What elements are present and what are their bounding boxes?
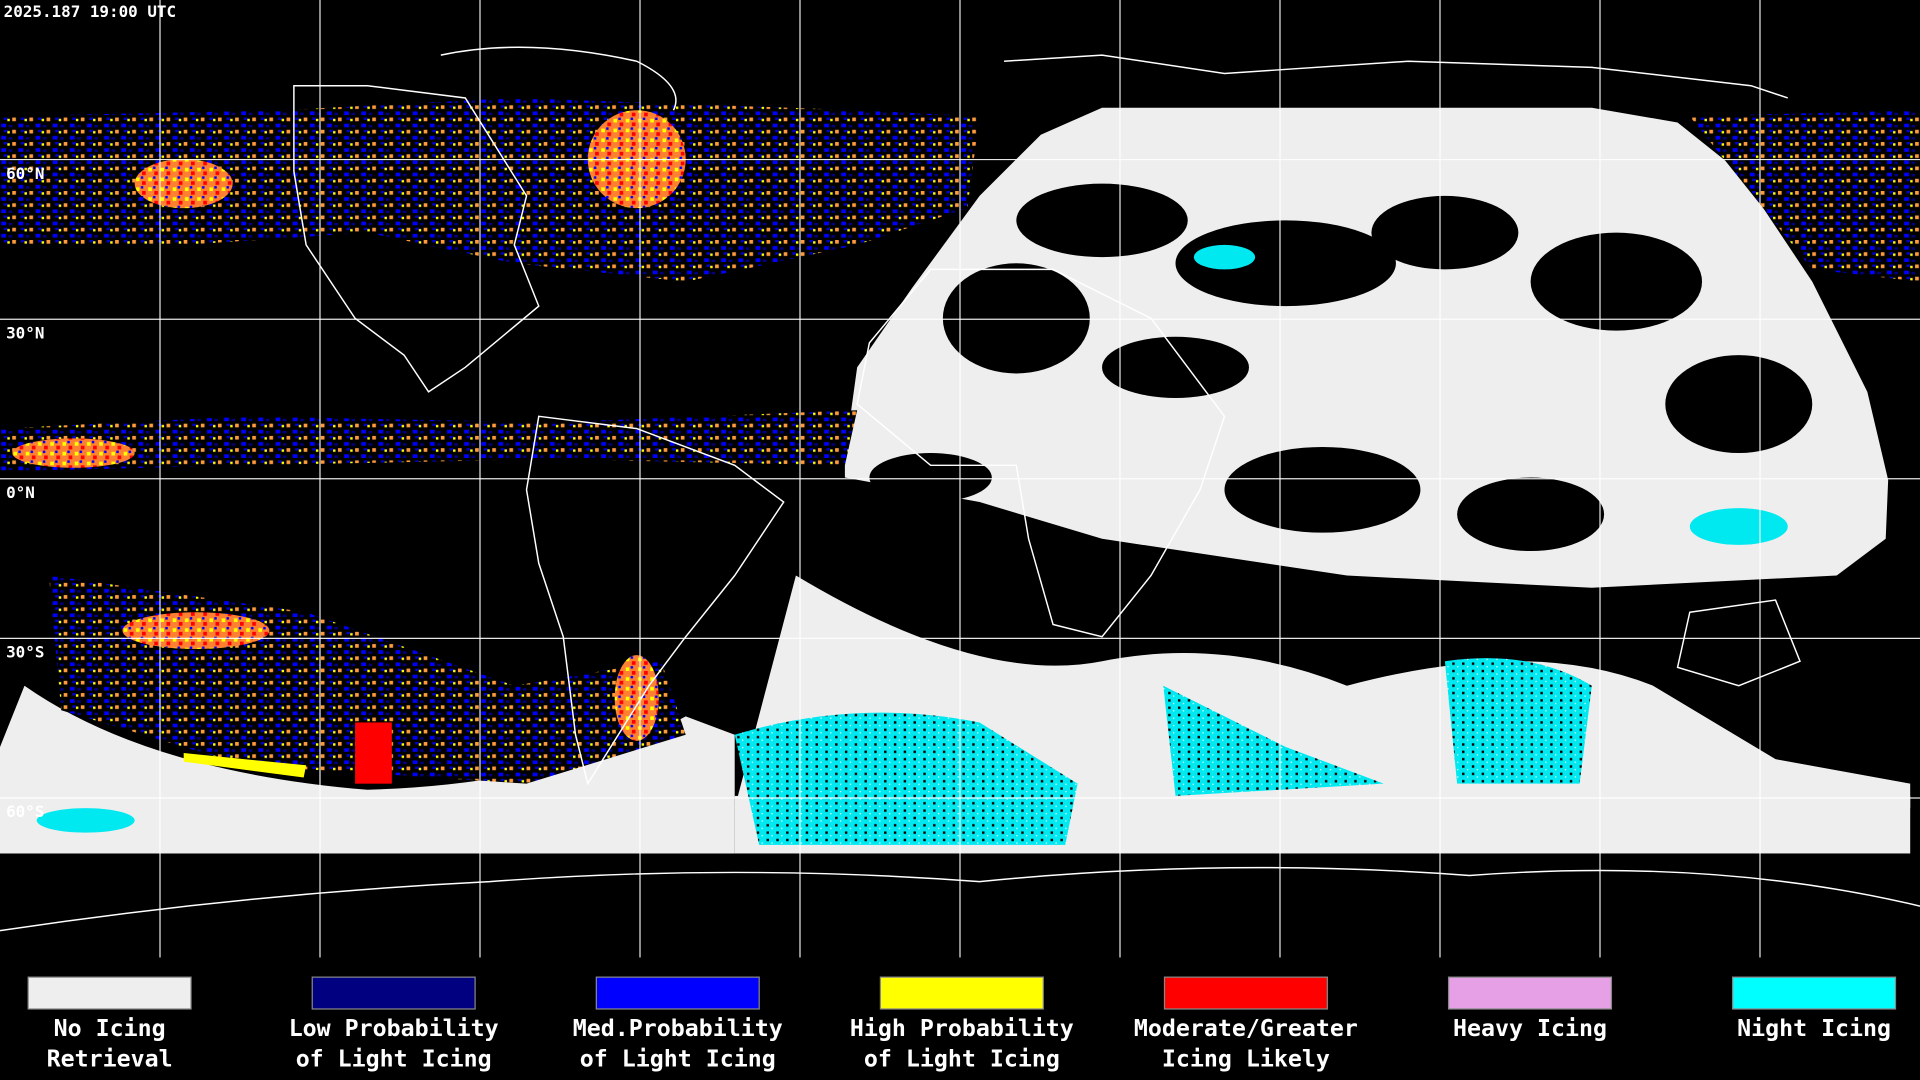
legend-label: Retrieval (47, 1046, 173, 1073)
legend-label: High Probability (850, 1015, 1074, 1042)
legend-label: of Light Icing (296, 1046, 492, 1073)
legend-swatch (1163, 976, 1328, 1010)
legend-label: No Icing (54, 1015, 166, 1042)
legend-swatch (879, 976, 1044, 1010)
legend-label: Icing Likely (1162, 1046, 1330, 1073)
latitude-labels: 60°N 30°N 0°N 30°S 60°S (6, 164, 44, 821)
coastlines (0, 46, 1920, 932)
no-icing-region (0, 685, 735, 854)
legend-swatch (1732, 976, 1897, 1010)
legend-label: Low Probability (289, 1015, 499, 1042)
latitude-label: 60°S (6, 802, 44, 821)
timestamp: 2025.187 19:00 UTC (4, 2, 176, 21)
legend-label: Moderate/Greater (1134, 1015, 1358, 1042)
no-icing-region (734, 575, 1911, 809)
graticule (0, 0, 1920, 958)
legend-label: of Light Icing (864, 1046, 1060, 1073)
icing-probability (0, 97, 1920, 784)
legend-swatch (595, 976, 760, 1010)
legend-swatch (27, 976, 192, 1010)
clear-sky (869, 183, 1813, 552)
night-icing (36, 244, 1788, 845)
legend-swatch (1447, 976, 1613, 1010)
latitude-label: 30°S (6, 643, 44, 662)
latitude-label: 30°N (6, 323, 44, 342)
legend-label: Night Icing (1737, 1015, 1891, 1042)
latitude-label: 0°N (6, 483, 35, 502)
legend-label: Med.Probability (573, 1015, 783, 1042)
map: 60°N 30°N 0°N 30°S 60°S 2025.187 19:00 UTC (0, 0, 1920, 958)
latitude-label: 60°N (6, 164, 44, 183)
legend: No Icing Retrieval Low Probability of Light… (27, 976, 1897, 1073)
legend-swatch (311, 976, 476, 1010)
legend-label: Heavy Icing (1453, 1015, 1607, 1042)
legend-label: of Light Icing (580, 1046, 776, 1073)
